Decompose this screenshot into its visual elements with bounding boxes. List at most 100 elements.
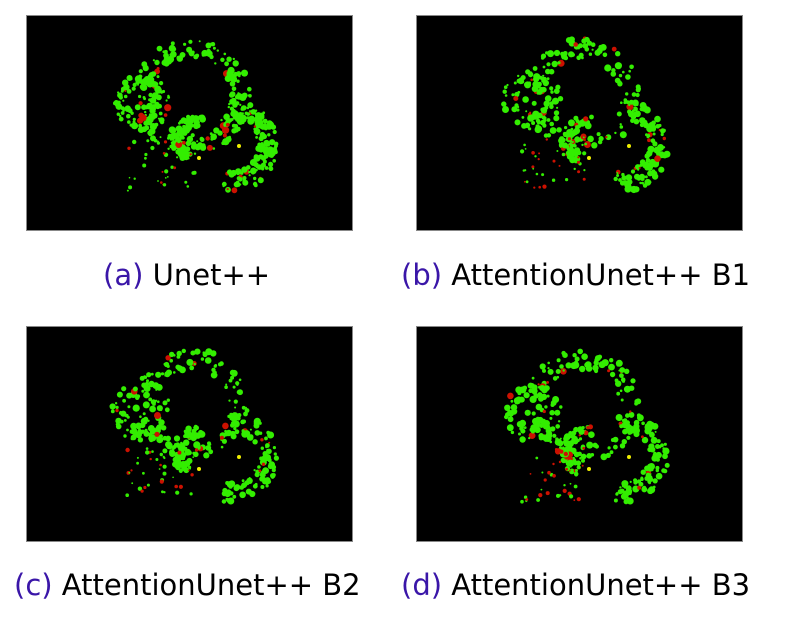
segmentation-pixel — [189, 492, 193, 496]
segmentation-pixel — [655, 465, 660, 470]
segmentation-pixel — [544, 405, 548, 409]
segmentation-pixel — [241, 479, 245, 483]
segmentation-pixel — [591, 142, 598, 149]
segmentation-pixel — [184, 180, 188, 184]
segmentation-pixel — [243, 411, 248, 417]
segmentation-pixel — [531, 121, 536, 125]
segmentation-pixel — [516, 78, 522, 84]
segmentation-pixel — [128, 185, 133, 190]
segmentation-pixel — [231, 86, 237, 92]
segmentation-pixel — [552, 474, 556, 478]
segmentation-pixel — [142, 471, 145, 475]
segmentation-pixel — [203, 452, 210, 459]
segmentation-pixel — [528, 127, 532, 131]
segmentation-pixel — [558, 164, 561, 167]
segmentation-pixel — [616, 172, 619, 174]
segmentation-pixel — [587, 135, 594, 143]
segmentation-pixel — [549, 104, 554, 110]
segmentation-pixel — [150, 71, 157, 77]
segmentation-pixel — [204, 357, 212, 364]
segmentation-pixel — [517, 74, 520, 78]
caption-c: (c) AttentionUnet++ B2 — [14, 568, 361, 602]
segmentation-pixel — [576, 438, 580, 443]
segmentation-pixel — [194, 424, 198, 429]
segmentation-pixel — [651, 173, 659, 180]
segmentation-pixel — [214, 62, 217, 65]
segmentation-pixel — [230, 118, 234, 121]
segmentation-pixel — [611, 46, 617, 52]
segmentation-pixel — [577, 47, 580, 50]
segmentation-pixel — [231, 187, 238, 194]
segmentation-pixel — [244, 483, 248, 487]
segmentation-pixel — [144, 105, 149, 110]
segmentation-pixel — [182, 140, 186, 145]
segmentation-pixel — [578, 43, 583, 49]
segmentation-pixel — [157, 180, 159, 182]
segmentation-pixel — [258, 469, 262, 473]
segmentation-pixel — [536, 498, 540, 502]
segmentation-pixel — [184, 150, 189, 155]
segmentation-pixel — [616, 111, 622, 117]
segmentation-pixel — [615, 380, 622, 387]
segmentation-pixel — [230, 369, 238, 377]
segmentation-pixel — [573, 484, 578, 489]
segmentation-pixel — [578, 437, 583, 441]
segmentation-pixel — [576, 465, 581, 470]
segmentation-pixel — [548, 426, 551, 429]
segmentation-pixel — [171, 145, 177, 151]
segmentation-pixel — [257, 177, 264, 184]
segmentation-pixel — [504, 404, 511, 411]
segmentation-pixel — [621, 480, 629, 488]
segmentation-pixel — [541, 471, 544, 474]
segmentation-pixel — [227, 490, 232, 495]
segmentation-pixel — [664, 462, 670, 468]
segmentation-pixel — [198, 430, 206, 438]
segmentation-pixel — [264, 438, 267, 441]
segmentation-pixel — [562, 440, 567, 444]
segmentation-pixel — [628, 103, 631, 107]
segmentation-overlay — [504, 348, 670, 505]
segmentation-pixel — [637, 485, 642, 490]
segmentation-pixel — [565, 362, 572, 369]
segmentation-pixel — [147, 130, 153, 136]
segmentation-pixel — [553, 110, 560, 116]
segmentation-pixel — [202, 351, 206, 355]
segmentation-pixel — [541, 79, 545, 83]
segmentation-pixel — [200, 357, 205, 361]
segmentation-pixel — [182, 151, 185, 154]
segmentation-pixel — [629, 410, 632, 413]
segmentation-pixel — [155, 427, 158, 431]
segmentation-pixel — [537, 158, 540, 161]
segmentation-pixel — [150, 372, 154, 376]
segmentation-pixel — [519, 419, 527, 427]
segmentation-pixel — [599, 137, 602, 140]
segmentation-pixel — [158, 419, 165, 426]
segmentation-pixel — [176, 350, 182, 357]
segmentation-pixel — [262, 453, 266, 456]
segmentation-pixel — [547, 50, 554, 58]
segmentation-pixel — [634, 401, 638, 406]
segmentation-pixel — [226, 169, 233, 175]
segmentation-pixel — [605, 452, 611, 458]
segmentation-pixel — [239, 485, 244, 490]
segmentation-pixel — [565, 178, 569, 182]
caption-name-b: AttentionUnet++ B1 — [451, 258, 751, 292]
segmentation-pixel — [628, 411, 635, 418]
segmentation-pixel — [583, 169, 586, 172]
segmentation-pixel — [525, 180, 529, 184]
segmentation-pixel — [535, 172, 539, 176]
segmentation-pixel — [581, 353, 588, 360]
segmentation-pixel — [187, 157, 190, 160]
segmentation-pixel — [173, 166, 177, 170]
segmentation-pixel — [166, 364, 170, 368]
segmentation-pixel — [212, 370, 216, 374]
segmentation-pixel — [594, 444, 599, 449]
segmentation-pixel — [146, 372, 152, 378]
segmentation-pixel — [545, 138, 548, 141]
segmentation-pixel — [538, 75, 543, 80]
segmentation-pixel — [605, 135, 608, 139]
segmentation-pixel — [543, 388, 548, 393]
caption-tag-b: (b) — [401, 258, 443, 292]
segmentation-pixel — [167, 55, 175, 63]
segmentation-pixel — [651, 423, 659, 430]
